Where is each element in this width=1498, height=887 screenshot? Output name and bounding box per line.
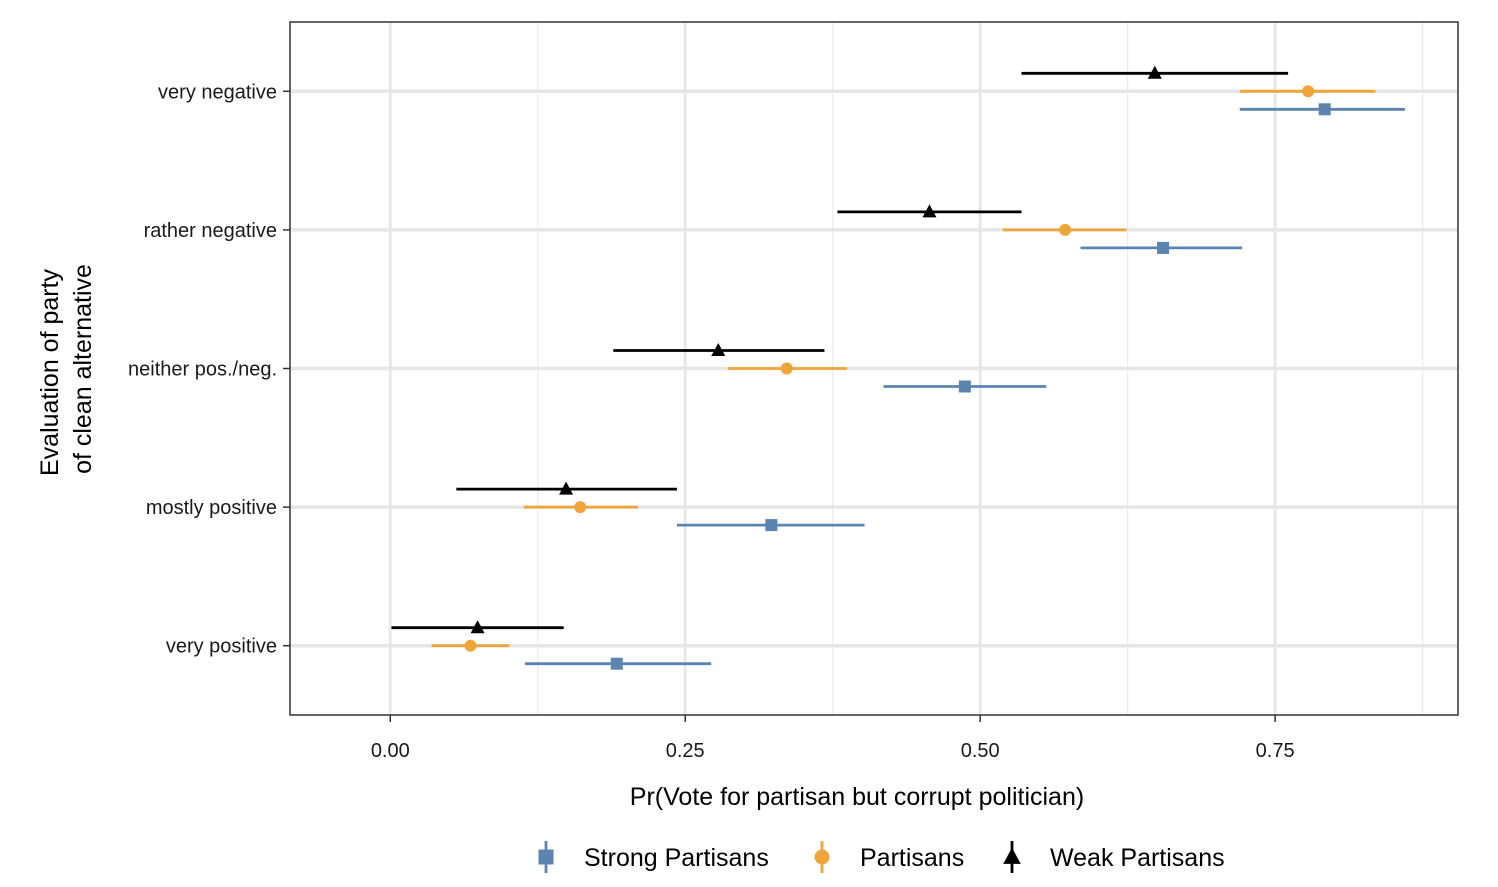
legend-key-marker	[814, 849, 830, 865]
x-tick-label: 0.25	[666, 740, 705, 762]
series-partisans	[431, 85, 1376, 652]
data-point	[711, 343, 726, 356]
data-point	[765, 519, 778, 532]
legend-item-weak-partisans: Weak Partisans	[1003, 841, 1225, 873]
data-point	[1302, 85, 1315, 98]
grid-layer	[290, 22, 1458, 715]
y-tick-label: rather negative	[144, 220, 277, 242]
series-strong-partisans	[524, 103, 1405, 670]
x-axis-title: Pr(Vote for partisan but corrupt politic…	[630, 783, 1084, 811]
data-point	[780, 362, 793, 375]
legend-key-marker	[1003, 847, 1021, 864]
axes-layer: 0.00 0.25 0.50 0.75 very negative rather nega…	[128, 81, 1295, 762]
legend-key-marker	[538, 849, 554, 865]
y-tick-label: mostly positive	[146, 497, 277, 519]
legend-item-strong-partisans: Strong Partisans	[538, 841, 769, 873]
legend-label: Strong Partisans	[584, 844, 769, 872]
data-point	[574, 501, 587, 514]
x-tick-label: 0.50	[961, 740, 1000, 762]
data-point	[922, 204, 937, 218]
y-tick-label: neither pos./neg.	[128, 359, 277, 381]
x-tick-label: 0.00	[371, 740, 410, 762]
legend-item-partisans: Partisans	[814, 841, 964, 873]
y-tick-label: very negative	[158, 81, 277, 103]
y-axis-title-line-2: of clean alternative	[69, 264, 97, 474]
data-point	[610, 657, 623, 670]
data-point	[1147, 65, 1162, 79]
y-axis-title-line-1: Evaluation of party	[36, 268, 64, 476]
data-point	[470, 620, 485, 634]
legend-label: Partisans	[860, 844, 964, 872]
data-point	[1059, 223, 1072, 236]
series-weak-partisans	[391, 65, 1289, 634]
marks-layer	[391, 65, 1405, 670]
data-point	[559, 481, 574, 495]
y-axis-title: Evaluation of party of clean alternative	[36, 262, 97, 476]
x-tick-label: 0.75	[1256, 740, 1295, 762]
legend: Strong Partisans Partisans Weak Partisans	[538, 841, 1225, 873]
y-tick-label: very positive	[166, 636, 277, 658]
data-point	[464, 639, 477, 652]
legend-label: Weak Partisans	[1050, 844, 1225, 872]
data-point	[1318, 103, 1331, 116]
data-point	[958, 380, 971, 393]
data-point	[1157, 241, 1170, 254]
